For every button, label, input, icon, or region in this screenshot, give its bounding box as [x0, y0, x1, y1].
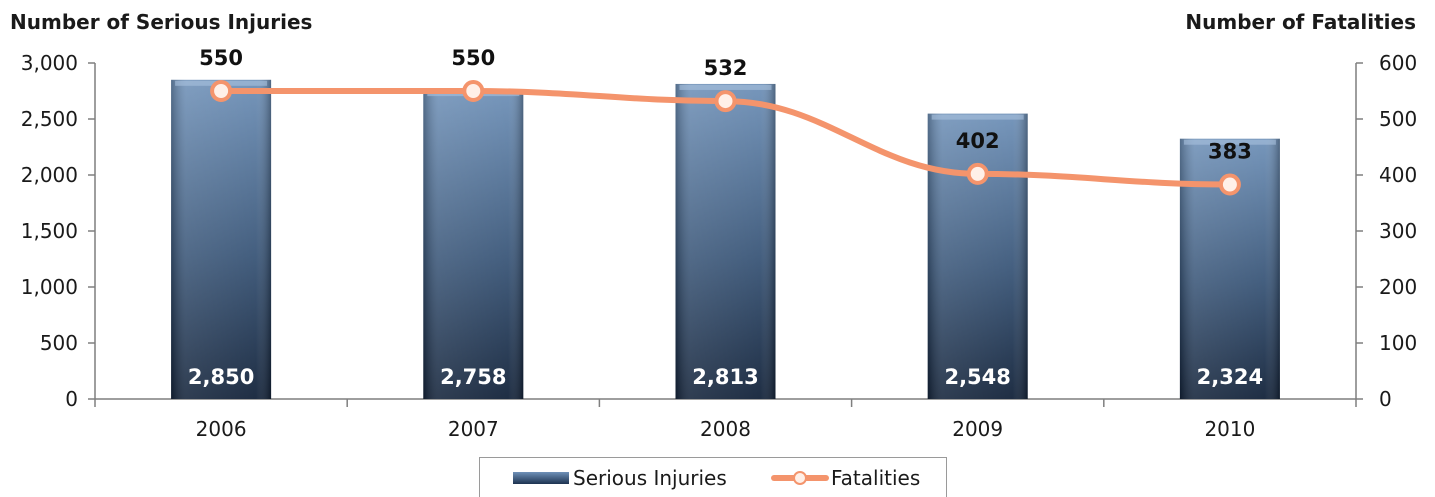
bar-shine	[675, 83, 776, 399]
right-tick-label: 600	[1379, 51, 1417, 75]
right-tick-label: 500	[1379, 107, 1417, 131]
bar-value-label: 2,548	[944, 365, 1010, 389]
right-axis-title: Number of Fatalities	[1185, 10, 1416, 34]
fatalities-value-label: 550	[199, 46, 243, 70]
bar-value-label: 2,850	[188, 365, 254, 389]
legend-line-swatch	[771, 468, 829, 488]
legend-label-serious-injuries: Serious Injuries	[573, 466, 727, 490]
legend-bar-swatch	[513, 472, 569, 484]
bar-value-label: 2,324	[1197, 365, 1263, 389]
bar-shine	[927, 113, 1028, 400]
bar-shine	[171, 79, 272, 400]
bar-value-label: 2,813	[692, 365, 758, 389]
bar-top-highlight	[931, 114, 1024, 120]
x-tick-label: 2006	[196, 417, 247, 441]
legend-item-fatalities: Fatalities	[771, 466, 920, 490]
legend-label-fatalities: Fatalities	[831, 466, 921, 490]
left-tick-label: 3,000	[21, 51, 78, 75]
right-tick-label: 100	[1379, 331, 1417, 355]
left-tick-label: 1,000	[21, 275, 78, 299]
left-tick-label: 1,500	[21, 219, 78, 243]
right-tick-label: 200	[1379, 275, 1417, 299]
bar-value-label: 2,758	[440, 365, 506, 389]
x-tick-label: 2010	[1204, 417, 1255, 441]
bar-2007	[423, 90, 524, 399]
bar-2006	[171, 79, 272, 400]
fatalities-point-2010	[1218, 173, 1241, 196]
fatalities-point-2007	[462, 80, 485, 102]
right-tick-label: 400	[1379, 163, 1417, 187]
fatalities-value-label: 383	[1208, 140, 1252, 164]
bar-shine	[423, 90, 524, 399]
left-tick-label: 0	[65, 387, 78, 411]
right-tick-label: 300	[1379, 219, 1417, 243]
left-tick-label: 2,500	[21, 107, 78, 131]
chart-legend: Serious Injuries Fatalities	[479, 457, 947, 497]
fatalities-point-2006	[210, 80, 233, 102]
legend-item-serious-injuries: Serious Injuries	[513, 466, 727, 490]
fatalities-value-label: 550	[451, 46, 495, 70]
bar-top-highlight	[1183, 139, 1276, 145]
left-tick-label: 500	[40, 331, 78, 355]
x-tick-label: 2007	[448, 417, 499, 441]
x-tick-label: 2008	[700, 417, 751, 441]
x-tick-label: 2009	[952, 417, 1003, 441]
right-tick-label: 0	[1379, 387, 1392, 411]
bar-top-highlight	[679, 84, 772, 90]
fatalities-point-2009	[966, 162, 989, 185]
fatalities-point-2008	[714, 90, 737, 113]
bar-2009	[927, 113, 1028, 400]
bar-2008	[675, 83, 776, 399]
fatalities-value-label: 532	[704, 56, 748, 80]
left-tick-label: 2,000	[21, 163, 78, 187]
left-axis-title: Number of Serious Injuries	[10, 10, 313, 34]
fatalities-value-label: 402	[956, 129, 1000, 153]
